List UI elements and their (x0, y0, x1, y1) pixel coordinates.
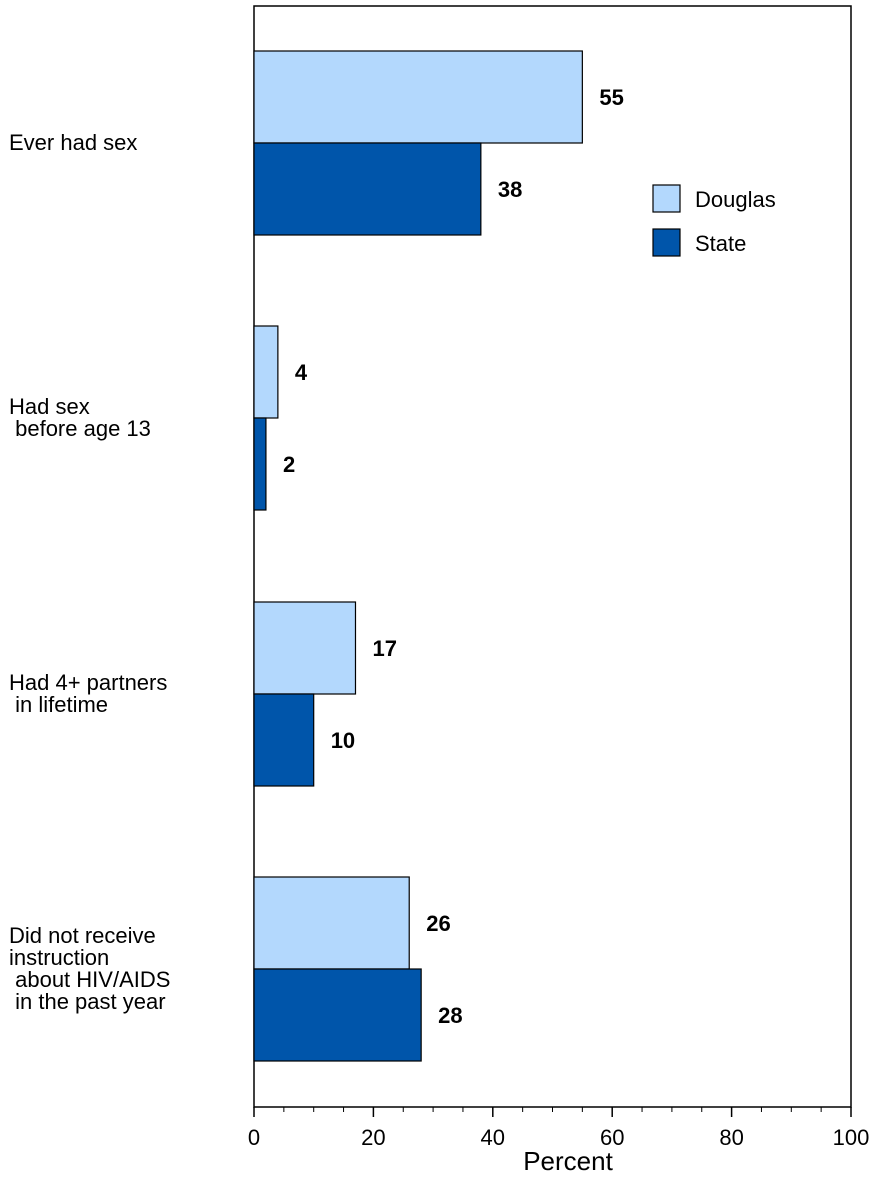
legend: Douglas State (652, 184, 776, 257)
x-tick-label: 20 (361, 1125, 385, 1150)
bar-value-label: 26 (426, 911, 450, 936)
category-label-line: Did not receive (9, 923, 156, 948)
x-tick-label: 0 (248, 1125, 260, 1150)
bar-value-label: 28 (438, 1003, 462, 1028)
bar-value-label: 10 (331, 728, 355, 753)
category-label-line: instruction (9, 945, 109, 970)
bar-douglas (253, 876, 410, 970)
category-label-line: in lifetime (9, 692, 108, 717)
bar-state (253, 142, 482, 236)
bar-value-label: 38 (498, 177, 522, 202)
plot-area: 0 20 40 60 80 100 55 38 Ever had sex 4 2 Had sex be… (9, 5, 870, 1150)
category-label: Ever had sex (9, 130, 137, 155)
legend-swatch-state (652, 228, 681, 257)
category-label-line: Had 4+ partners (9, 670, 167, 695)
x-tick-label: 60 (600, 1125, 624, 1150)
bar-value-label: 17 (372, 636, 396, 661)
category-label: Did not receive instruction about HIV/AID… (9, 923, 170, 1014)
bar-douglas (253, 601, 357, 695)
category-label-line: Had sex (9, 394, 90, 419)
x-tick-label: 80 (719, 1125, 743, 1150)
category-label: Had 4+ partners in lifetime (9, 670, 167, 717)
bar-state (253, 417, 267, 511)
bar-douglas (253, 50, 583, 144)
category-label-line: Ever had sex (9, 130, 137, 155)
x-axis-title: Percent (523, 1146, 613, 1176)
legend-label-state: State (695, 231, 746, 256)
legend-label-douglas: Douglas (695, 187, 776, 212)
category-label-line: about HIV/AIDS (9, 967, 170, 992)
bar-value-label: 55 (599, 85, 623, 110)
x-tick-label: 100 (833, 1125, 870, 1150)
bar-state (253, 968, 422, 1062)
bar-state (253, 693, 315, 787)
category-label-line: in the past year (9, 989, 166, 1014)
category-label-line: before age 13 (9, 416, 151, 441)
bar-value-label: 2 (283, 452, 295, 477)
bar-douglas (253, 325, 279, 419)
bar-value-label: 4 (295, 360, 308, 385)
x-tick-label: 40 (481, 1125, 505, 1150)
legend-swatch-douglas (652, 184, 681, 213)
category-label: Had sex before age 13 (9, 394, 151, 441)
